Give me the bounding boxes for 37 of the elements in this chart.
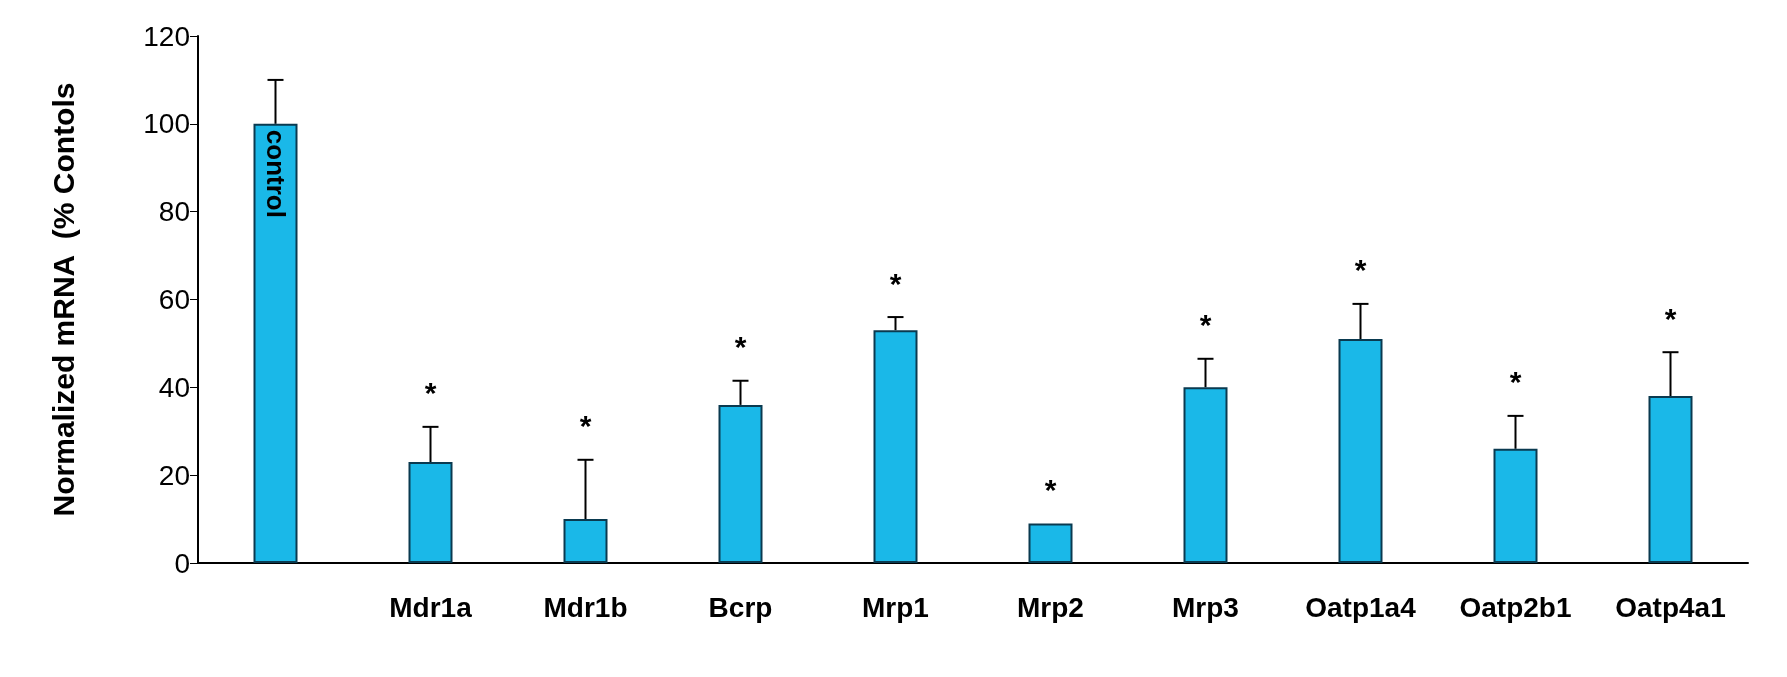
bar [408,461,453,563]
y-axis-title: Normalized mRNA (% Contols [46,82,80,517]
annotation: * [1044,472,1057,506]
bar [1338,339,1383,563]
x-tick-label: Oatp4a1 [1615,591,1726,623]
annotation: * [889,266,902,300]
annotation: * [424,376,437,410]
annotation: * [1354,253,1367,287]
bar [873,330,918,563]
x-tick-label: Mdr1a [389,591,473,623]
x-tick-label: Bcrp [708,591,773,623]
annotation: * [579,409,592,443]
annotation: * [1664,301,1677,335]
annotation: * [734,330,747,364]
x-tick-label: Mdr1b [543,591,628,623]
x-tick-label: Mrp3 [1172,591,1239,623]
y-tick-label: 20 [158,459,190,491]
annotation: * [1199,308,1212,342]
annotation: * [1509,365,1522,399]
bar [563,519,608,563]
bar [253,123,298,563]
x-tick-label: control [260,129,291,218]
bar [1493,448,1538,563]
x-tick-label: Oatp2b1 [1459,591,1572,623]
bar [1648,396,1693,563]
bar [718,404,763,563]
x-tick-label: Mrp2 [1017,591,1084,623]
bar [1028,523,1073,563]
y-tick-label: 80 [158,196,190,228]
y-tick-label: 120 [143,20,190,52]
bar [1183,387,1228,563]
y-tick-label: 40 [158,371,190,403]
x-tick-label: Oatp1a4 [1305,591,1417,623]
x-tick-label: Mrp1 [862,591,929,623]
y-tick-label: 60 [158,284,190,315]
y-tick-label: 0 [174,547,190,579]
y-tick-label: 100 [143,108,190,140]
